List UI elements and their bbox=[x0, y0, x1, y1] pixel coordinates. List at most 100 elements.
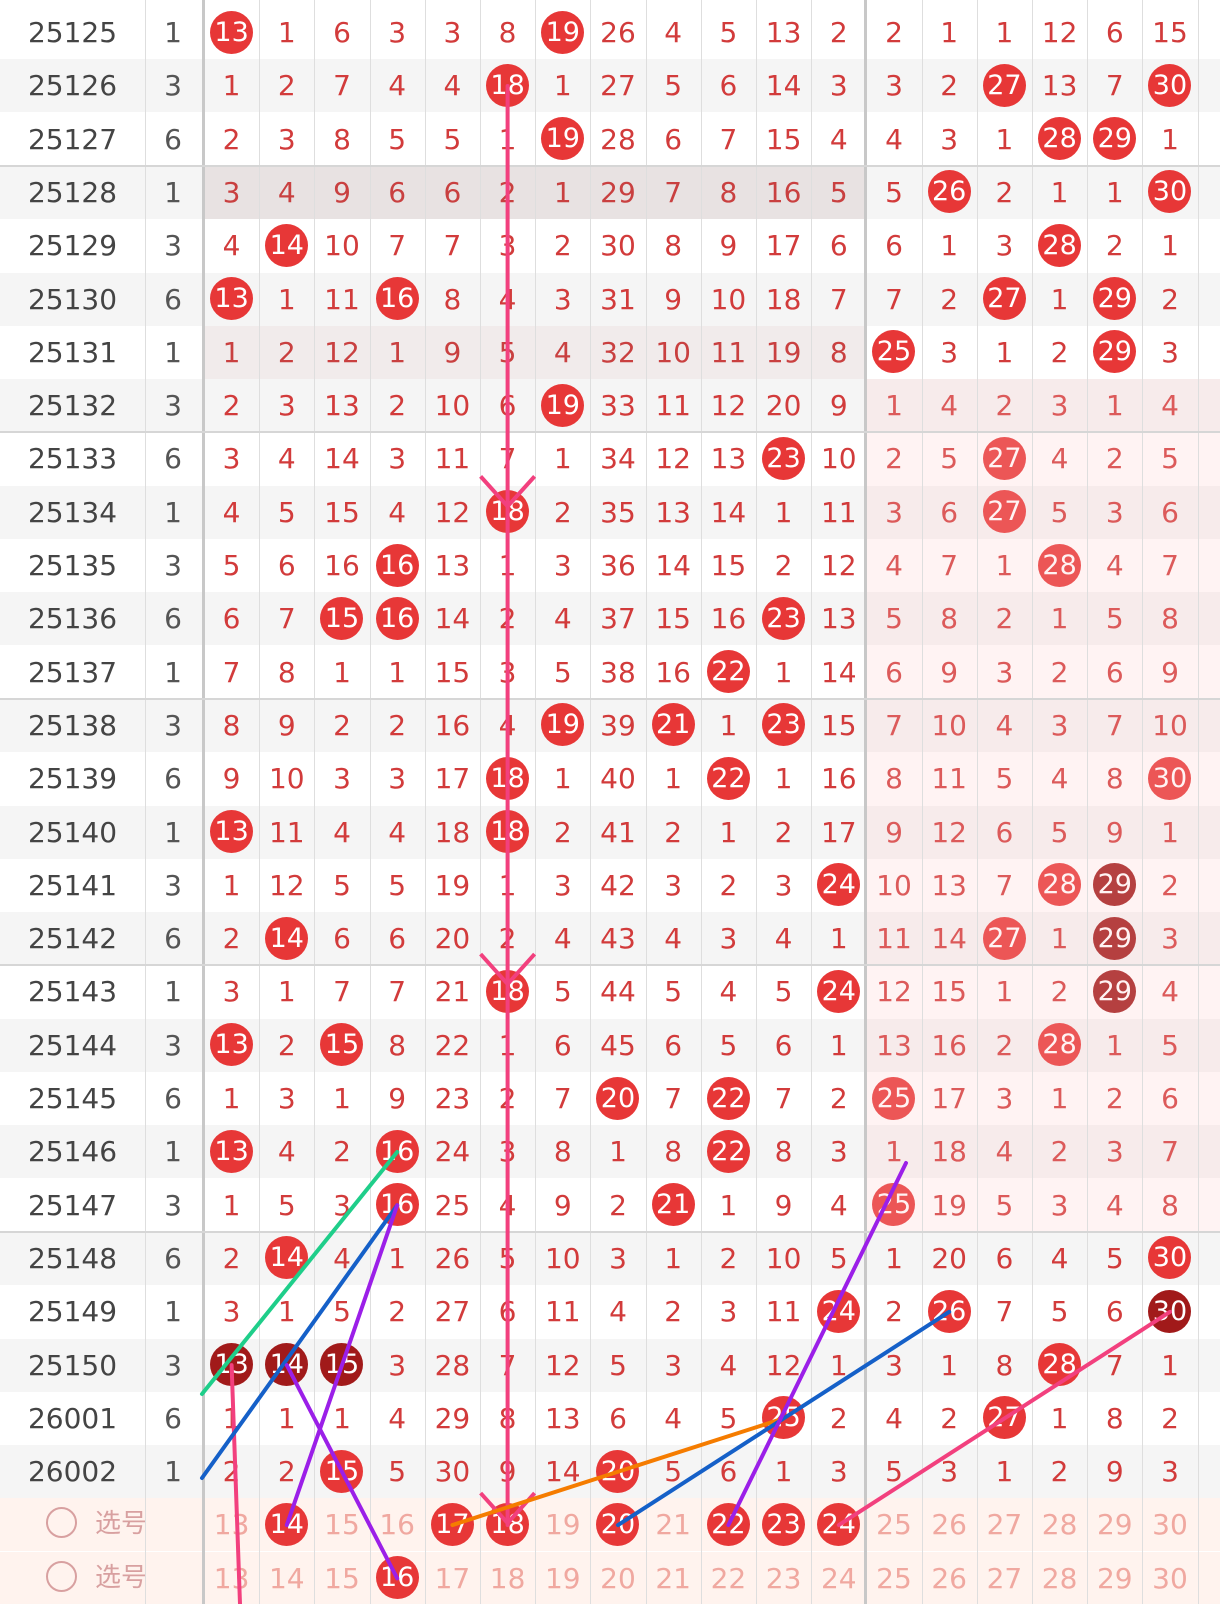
miss-count: 6 bbox=[719, 69, 738, 103]
pick-number[interactable]: 20 bbox=[600, 1561, 636, 1595]
miss-count: 3 bbox=[553, 549, 572, 582]
issue-number: 25136 bbox=[27, 602, 118, 636]
group-value: 3 bbox=[164, 549, 182, 582]
miss-count: 15 bbox=[1152, 16, 1188, 49]
miss-count: 14 bbox=[655, 549, 691, 582]
pick-number[interactable]: 29 bbox=[1096, 1508, 1133, 1542]
miss-count: 2 bbox=[1105, 229, 1124, 263]
pick-number[interactable]: 27 bbox=[986, 1508, 1023, 1542]
miss-count: 4 bbox=[995, 1135, 1014, 1169]
miss-count: 14 bbox=[324, 442, 360, 476]
miss-count: 4 bbox=[277, 175, 296, 209]
miss-count: 9 bbox=[1161, 655, 1179, 689]
miss-count: 10 bbox=[876, 868, 912, 902]
pick-number[interactable]: 23 bbox=[765, 1561, 802, 1595]
column-divider bbox=[202, 0, 205, 1604]
miss-count: 2 bbox=[1161, 1401, 1179, 1435]
issue-number: 25135 bbox=[27, 549, 118, 582]
hit-ball: 14 bbox=[259, 912, 314, 965]
ball-number[interactable]: 23 bbox=[762, 1502, 806, 1546]
pick-number[interactable]: 15 bbox=[324, 1561, 360, 1595]
pick-number[interactable]: 18 bbox=[489, 1561, 526, 1595]
pick-number[interactable]: 14 bbox=[268, 1561, 305, 1595]
pick-number[interactable]: 28 bbox=[1041, 1508, 1078, 1542]
miss-count: 6 bbox=[222, 602, 241, 636]
ball-number: 13 bbox=[210, 810, 254, 853]
miss-count: 5 bbox=[277, 1188, 296, 1222]
hit-ball: 15 bbox=[314, 592, 369, 645]
pick-number[interactable]: 30 bbox=[1152, 1561, 1188, 1595]
miss-count: 2 bbox=[1161, 282, 1179, 316]
pick-number[interactable]: 26 bbox=[931, 1508, 967, 1542]
ball-number: 29 bbox=[1093, 277, 1137, 320]
ball-number: 22 bbox=[706, 756, 750, 800]
pick-radio-button[interactable] bbox=[46, 1560, 77, 1592]
miss-count: 32 bbox=[600, 335, 636, 369]
miss-count: 16 bbox=[710, 602, 747, 636]
miss-count: 5 bbox=[1050, 495, 1069, 529]
miss-count: 16 bbox=[931, 1028, 967, 1062]
pick-number[interactable]: 19 bbox=[544, 1508, 581, 1542]
column-divider bbox=[1032, 0, 1033, 1604]
trend-line bbox=[284, 1203, 400, 1528]
miss-count: 12 bbox=[544, 1348, 581, 1382]
miss-count: 1 bbox=[609, 1135, 627, 1169]
miss-count: 2 bbox=[719, 868, 738, 902]
column-divider bbox=[864, 0, 868, 1604]
ball-number[interactable]: 17 bbox=[430, 1502, 474, 1546]
pick-number[interactable]: 17 bbox=[434, 1561, 471, 1595]
miss-count: 4 bbox=[829, 1188, 848, 1222]
pick-number[interactable]: 26 bbox=[931, 1561, 967, 1595]
pick-number[interactable]: 25 bbox=[876, 1561, 912, 1595]
miss-count: 1 bbox=[388, 1241, 407, 1275]
miss-count: 13 bbox=[1041, 69, 1078, 103]
miss-count: 1 bbox=[995, 549, 1014, 582]
miss-count: 40 bbox=[600, 762, 636, 796]
pick-number[interactable]: 16 bbox=[379, 1508, 415, 1542]
miss-count: 1 bbox=[222, 69, 241, 103]
pick-number[interactable]: 27 bbox=[986, 1561, 1023, 1595]
miss-count: 8 bbox=[1161, 1188, 1179, 1222]
miss-count: 14 bbox=[434, 602, 471, 636]
miss-count: 3 bbox=[885, 1348, 903, 1382]
miss-count: 12 bbox=[710, 389, 747, 423]
miss-count: 6 bbox=[443, 175, 462, 209]
pick-radio-button[interactable] bbox=[46, 1507, 77, 1539]
pick-number[interactable]: 15 bbox=[324, 1508, 360, 1542]
miss-count: 9 bbox=[222, 762, 241, 796]
selected-number[interactable]: 17 bbox=[425, 1498, 480, 1551]
miss-count: 3 bbox=[553, 868, 572, 902]
miss-count: 9 bbox=[719, 229, 738, 263]
miss-count: 3 bbox=[333, 762, 351, 796]
pick-number[interactable]: 13 bbox=[213, 1561, 250, 1595]
miss-count: 43 bbox=[600, 922, 636, 956]
selected-number[interactable]: 23 bbox=[756, 1498, 811, 1551]
ball-number: 20 bbox=[596, 1076, 640, 1120]
ball-number[interactable]: 22 bbox=[706, 1502, 750, 1546]
miss-count: 1 bbox=[885, 389, 903, 423]
column-divider bbox=[424, 0, 426, 1604]
pick-number[interactable]: 13 bbox=[213, 1508, 250, 1542]
pick-number[interactable]: 22 bbox=[710, 1561, 747, 1595]
column-divider bbox=[1087, 0, 1089, 1604]
pick-number[interactable]: 30 bbox=[1152, 1508, 1188, 1542]
column-divider bbox=[1142, 0, 1144, 1604]
pick-number[interactable]: 19 bbox=[544, 1561, 581, 1595]
miss-count: 4 bbox=[1050, 442, 1069, 476]
pick-number[interactable]: 21 bbox=[655, 1508, 691, 1542]
miss-count: 8 bbox=[443, 282, 462, 316]
hit-ball: 14 bbox=[259, 219, 314, 272]
miss-count: 4 bbox=[829, 122, 848, 156]
miss-count: 4 bbox=[388, 815, 407, 849]
selected-number[interactable]: 22 bbox=[701, 1498, 756, 1551]
miss-count: 1 bbox=[1050, 1401, 1069, 1435]
pick-number[interactable]: 28 bbox=[1041, 1561, 1078, 1595]
pick-number[interactable]: 21 bbox=[655, 1561, 691, 1595]
miss-count: 1 bbox=[1161, 815, 1179, 849]
group-value: 6 bbox=[164, 122, 182, 156]
pick-number[interactable]: 29 bbox=[1096, 1561, 1133, 1595]
miss-count: 42 bbox=[600, 868, 636, 902]
pick-number[interactable]: 25 bbox=[876, 1508, 912, 1542]
pick-number[interactable]: 24 bbox=[820, 1561, 857, 1595]
group-value: 3 bbox=[164, 868, 182, 902]
